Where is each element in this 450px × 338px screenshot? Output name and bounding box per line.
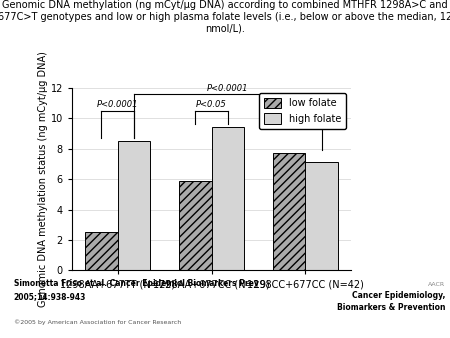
Bar xyxy=(306,163,338,270)
Text: Genomic DNA methylation (ng mCyt/μg DNA) according to combined MTHFR 1298A>C and: Genomic DNA methylation (ng mCyt/μg DNA)… xyxy=(0,0,450,33)
Text: ©2005 by American Association for Cancer Research: ©2005 by American Association for Cancer… xyxy=(14,319,181,325)
Y-axis label: Genomic DNA methylation status (ng mCyt/μg DNA): Genomic DNA methylation status (ng mCyt/… xyxy=(38,51,48,307)
Text: 2005;14:938-943: 2005;14:938-943 xyxy=(14,292,86,301)
Text: Cancer Epidemiology,: Cancer Epidemiology, xyxy=(352,291,446,300)
Text: Biomarkers & Prevention: Biomarkers & Prevention xyxy=(337,303,446,312)
Bar xyxy=(212,127,244,270)
Bar xyxy=(273,153,306,270)
Bar xyxy=(85,233,117,270)
Bar xyxy=(179,180,212,270)
Text: P<0.0001: P<0.0001 xyxy=(97,100,138,109)
Legend: low folate, high folate: low folate, high folate xyxy=(259,93,346,128)
Text: P<0.05: P<0.05 xyxy=(196,100,227,109)
Text: P<0.0001: P<0.0001 xyxy=(207,84,249,93)
Text: Simonetta Friso et al. Cancer Epidemiol Biomarkers Prev: Simonetta Friso et al. Cancer Epidemiol … xyxy=(14,279,258,288)
Bar xyxy=(117,141,150,270)
Text: AACR: AACR xyxy=(428,282,446,287)
